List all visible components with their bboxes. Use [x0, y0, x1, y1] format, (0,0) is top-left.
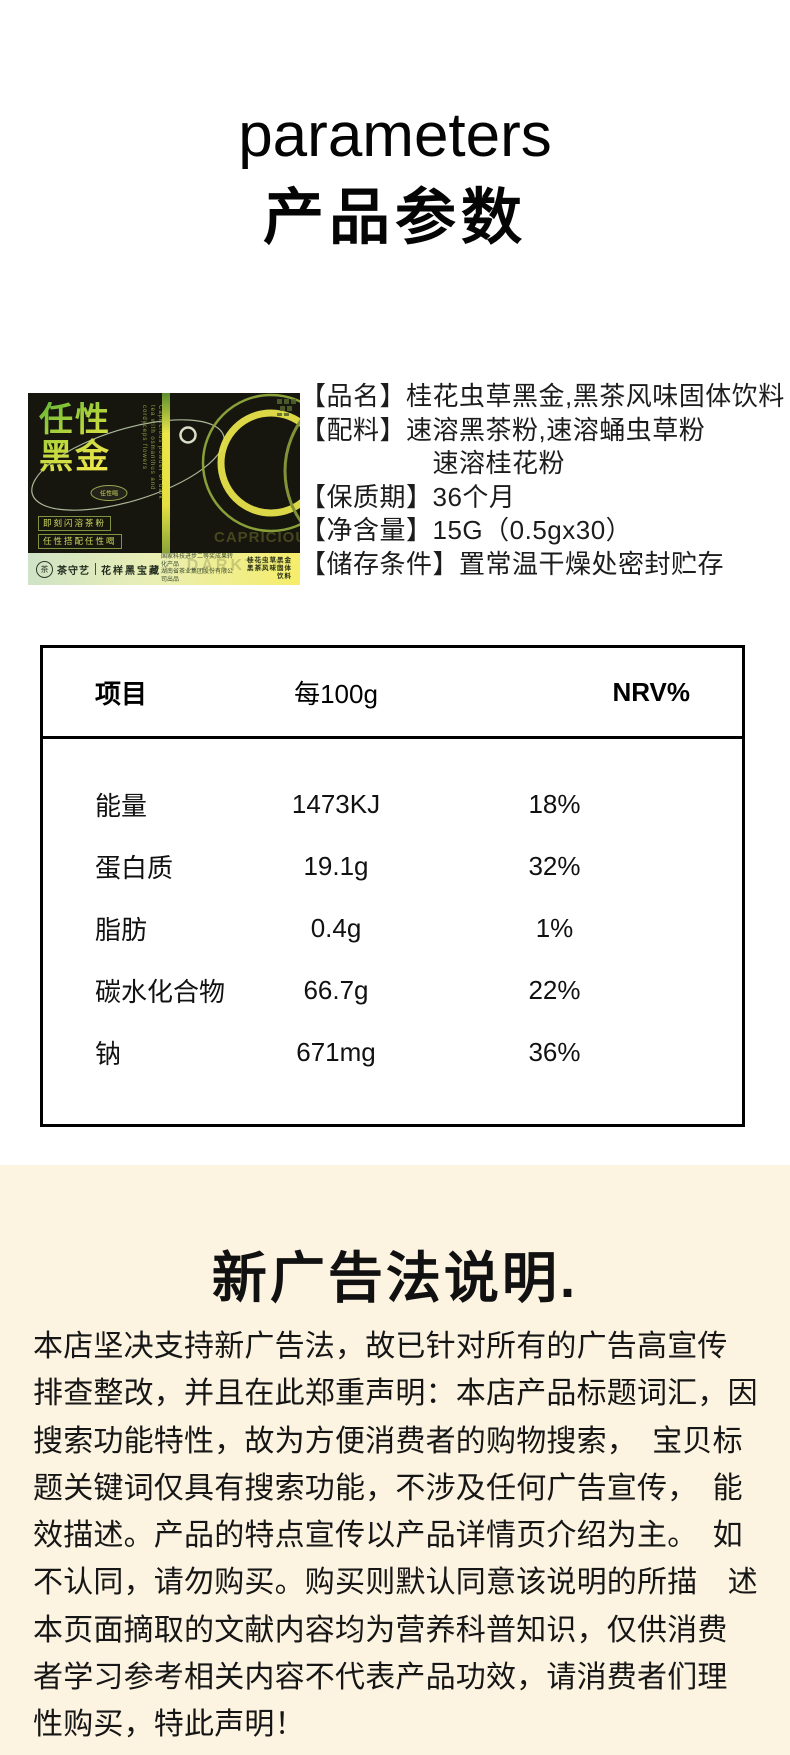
table-row: 碳水化合物 66.7g 22% — [43, 959, 742, 1021]
nutrient-nrv: 36% — [528, 1036, 581, 1067]
nutrient-name: 蛋白质 — [95, 852, 174, 883]
table-row: 脂肪 0.4g 1% — [43, 897, 742, 959]
nutrient-value: 1473KJ — [291, 788, 381, 819]
orbit-pill-label: 任性喝 — [100, 490, 118, 498]
nutrient-value: 0.4g — [310, 912, 362, 943]
nutrient-value: 19.1g — [303, 850, 369, 881]
box-title: 任性 黑金 — [39, 401, 111, 476]
page-title-zh: 产品参数 — [262, 183, 527, 251]
nutrient-value: 66.7g — [303, 974, 369, 1005]
notice-body: 本店坚决支持新广告法，故已针对所有的广告高宣传 排查整改，并且在此郑重声明：本店… — [33, 1330, 758, 1742]
nutrient-name: 脂肪 — [95, 914, 148, 945]
box-tag-1: 即刻闪溶茶粉 — [38, 516, 112, 531]
box-darktea-text: DARKTEA — [186, 557, 286, 574]
box-vertical-caption: Capricious powder of dark tea with osman… — [141, 405, 163, 500]
nutrient-name: 碳水化合物 — [95, 976, 226, 1007]
nutrient-nrv: 1% — [535, 912, 574, 943]
product-box-front: 任性喝 Capricious powder of dark tea with o… — [28, 393, 300, 553]
nutrient-name: 钠 — [95, 1038, 122, 1069]
table-row: 钠 671mg 36% — [43, 1021, 742, 1083]
table-row: 蛋白质 19.1g 32% — [43, 835, 742, 897]
page-title-en: parameters — [238, 101, 552, 170]
nutrient-value: 671mg — [296, 1036, 376, 1067]
brand-divider — [95, 563, 96, 575]
nutrient-nrv: 32% — [528, 850, 581, 881]
table-header-row: 项目 每100g NRV% — [43, 648, 742, 739]
product-spec-list: 【品名】桂花虫草黑金,黑茶风味固体饮料 【配料】速溶黑茶粉,速溶蛹虫草粉 速溶桂… — [300, 381, 785, 579]
nutrient-nrv: 18% — [528, 788, 581, 819]
brand-logo-icon: 茶 — [36, 560, 53, 578]
notice-title: 新广告法说明. — [211, 1247, 579, 1309]
nutrient-nrv: 22% — [528, 974, 581, 1005]
nutrient-name: 能量 — [95, 790, 148, 821]
col-header-item: 项目 — [95, 678, 148, 709]
orbit-ellipse: 任性喝 — [31, 419, 225, 511]
box-footer-micro-text: 国家科技进步二等奖成果转化产品 湖南省茶业集团股份有限公司出品 — [161, 554, 234, 583]
col-header-nrv: NRV% — [612, 676, 690, 707]
col-header-per100g: 每100g — [294, 678, 378, 709]
table-body: 能量 1473KJ 18% 蛋白质 19.1g 32% 脂肪 0.4g 1% 碳… — [43, 739, 742, 1083]
box-tag-2: 任性搭配任性喝 — [38, 534, 122, 549]
box-footer-product-text: 桂花虫草黑金 黑茶风味固体饮料 — [247, 557, 292, 580]
series-name: 花样黑宝藏 — [101, 565, 161, 577]
product-image: 任性喝 Capricious powder of dark tea with o… — [28, 393, 300, 585]
box-spine-stripe — [162, 393, 170, 553]
brand-name: 茶守艺 — [57, 565, 90, 577]
qr-mark — [277, 399, 296, 416]
box-artwork: 任性喝 — [31, 393, 300, 533]
product-box-footer: DARKTEA 茶 茶守艺 花样黑宝藏 国家科技进步二等奖成果转化产品 湖南省茶… — [28, 553, 300, 585]
box-capricious-text: CAPRICIOUS — [214, 529, 300, 546]
arc-rings — [201, 393, 300, 533]
box-tags: 即刻闪溶茶粉 任性搭配任性喝 — [38, 516, 122, 552]
table-row: 能量 1473KJ 18% — [43, 773, 742, 835]
nutrition-table: 项目 每100g NRV% 能量 1473KJ 18% 蛋白质 19.1g 32… — [40, 645, 745, 1127]
ad-law-notice-section: 新广告法说明. 本店坚决支持新广告法，故已针对所有的广告高宣传 排查整改，并且在… — [0, 1165, 790, 1755]
